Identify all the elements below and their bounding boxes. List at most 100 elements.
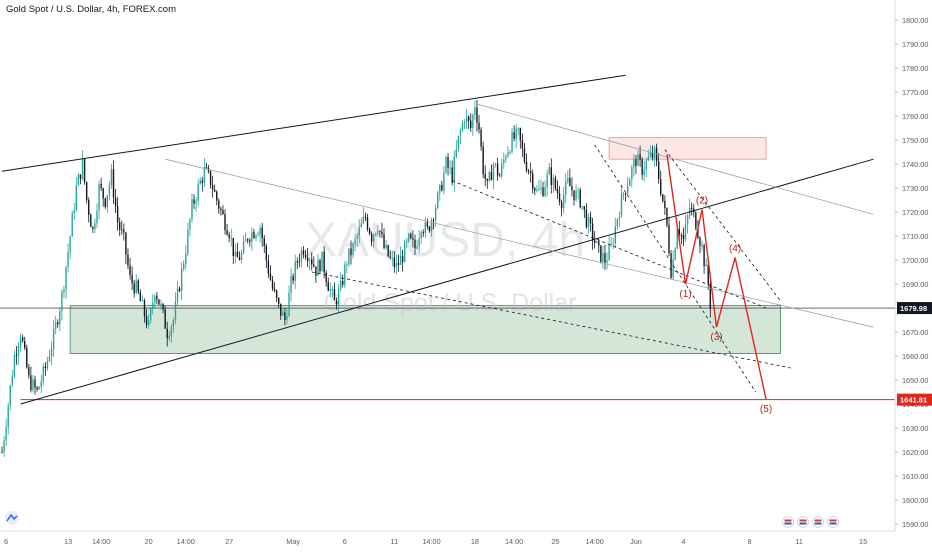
candle-body <box>21 337 24 342</box>
candle-body <box>216 191 218 201</box>
tradingview-logo-icon <box>5 511 19 525</box>
candle-body <box>191 199 193 220</box>
candle-body <box>418 238 420 247</box>
candle-body <box>631 167 633 180</box>
candle-body <box>589 216 592 224</box>
candle-body <box>573 190 575 200</box>
time-tick-label: 6 <box>343 537 347 546</box>
trendline-rising-support <box>20 158 874 405</box>
candle-body <box>641 159 643 175</box>
candle-body <box>587 216 590 227</box>
candle-body <box>168 335 170 339</box>
candle-body <box>437 192 439 209</box>
wave-label: (5) <box>760 404 772 415</box>
candle-body <box>331 289 334 291</box>
candle-body <box>360 223 363 227</box>
candle-body <box>284 312 286 321</box>
candle-body <box>131 274 133 284</box>
candle-body <box>15 354 18 356</box>
candle-body <box>213 189 216 192</box>
candle-body <box>370 233 373 242</box>
time-tick-label: 14:00 <box>422 537 440 546</box>
candle-body <box>61 292 63 311</box>
candle-body <box>149 308 152 321</box>
candle-body <box>73 209 75 214</box>
flag-circle <box>827 516 839 528</box>
candle-body <box>197 183 199 201</box>
candle-body <box>7 405 9 428</box>
candle-body <box>286 316 288 321</box>
event-flag-icon <box>797 516 809 528</box>
candle-body <box>556 188 559 194</box>
candle-body <box>527 170 530 172</box>
candle-body <box>96 210 98 224</box>
candle-body <box>135 280 137 294</box>
candle-body <box>449 167 451 169</box>
watermark-symbol: XAUUSD, 4h <box>305 214 585 267</box>
price-tick-label: 1720.00 <box>902 208 928 217</box>
candle-body <box>187 229 189 254</box>
candle-body <box>662 194 664 202</box>
candle-body <box>552 177 555 186</box>
candle-body <box>57 322 59 325</box>
candle-body <box>643 169 645 175</box>
candle-body <box>401 255 404 262</box>
candle-body <box>240 253 243 260</box>
candle-body <box>63 289 65 293</box>
flag-stripe-blue <box>814 522 822 525</box>
trendline-channel-dashed-upper <box>452 180 767 309</box>
resistance-zone <box>608 137 767 160</box>
candle-body <box>145 316 148 326</box>
candle-body <box>162 303 164 310</box>
trendline-upper-channel <box>1 74 626 172</box>
candle-body <box>534 188 536 191</box>
wave-label: (1) <box>679 289 691 300</box>
candle-body <box>255 235 257 239</box>
candle-body <box>311 259 313 265</box>
candle-body <box>505 156 507 160</box>
candle-body <box>100 183 102 189</box>
price-tick-label: 1590.00 <box>902 520 928 529</box>
candle-body <box>234 251 237 256</box>
candle-body <box>593 240 596 243</box>
candle-body <box>50 348 53 357</box>
candle-body <box>333 289 336 301</box>
candle-body <box>408 233 410 241</box>
candle-body <box>426 222 429 227</box>
candle-body <box>83 158 86 183</box>
flag-stripe-blue <box>799 522 807 525</box>
candle-body <box>265 245 268 261</box>
candle-body <box>94 223 96 230</box>
candle-body <box>28 367 30 376</box>
time-tick-label: 14:00 <box>586 537 604 546</box>
wave-label: (3) <box>710 332 722 343</box>
candle-body <box>678 229 681 235</box>
candle-body <box>420 232 422 239</box>
candle-body <box>152 302 154 309</box>
candle-body <box>509 151 511 153</box>
candle-body <box>511 132 513 152</box>
candle-body <box>540 187 542 189</box>
candle-body <box>282 312 284 316</box>
price-axis: 1590.001600.001610.001620.001630.001640.… <box>894 0 932 531</box>
candle-body <box>141 300 144 302</box>
candle-body <box>306 257 309 262</box>
candle-body <box>453 156 455 183</box>
flag-circle <box>812 516 824 528</box>
candle-body <box>154 295 156 303</box>
candle-body <box>273 288 276 291</box>
candle-body <box>571 186 573 191</box>
candle-body <box>536 190 538 192</box>
candle-body <box>443 172 445 191</box>
candle-body <box>375 233 377 235</box>
candle-body <box>236 251 239 258</box>
candle-body <box>339 280 342 290</box>
candle-body <box>616 219 619 227</box>
candle-body <box>474 107 476 115</box>
candle-body <box>614 226 617 244</box>
candle-body <box>263 238 265 246</box>
candle-body <box>5 427 7 441</box>
candle-body <box>666 208 668 225</box>
trendline-descending-1 <box>165 158 874 328</box>
candle-body <box>77 174 80 186</box>
